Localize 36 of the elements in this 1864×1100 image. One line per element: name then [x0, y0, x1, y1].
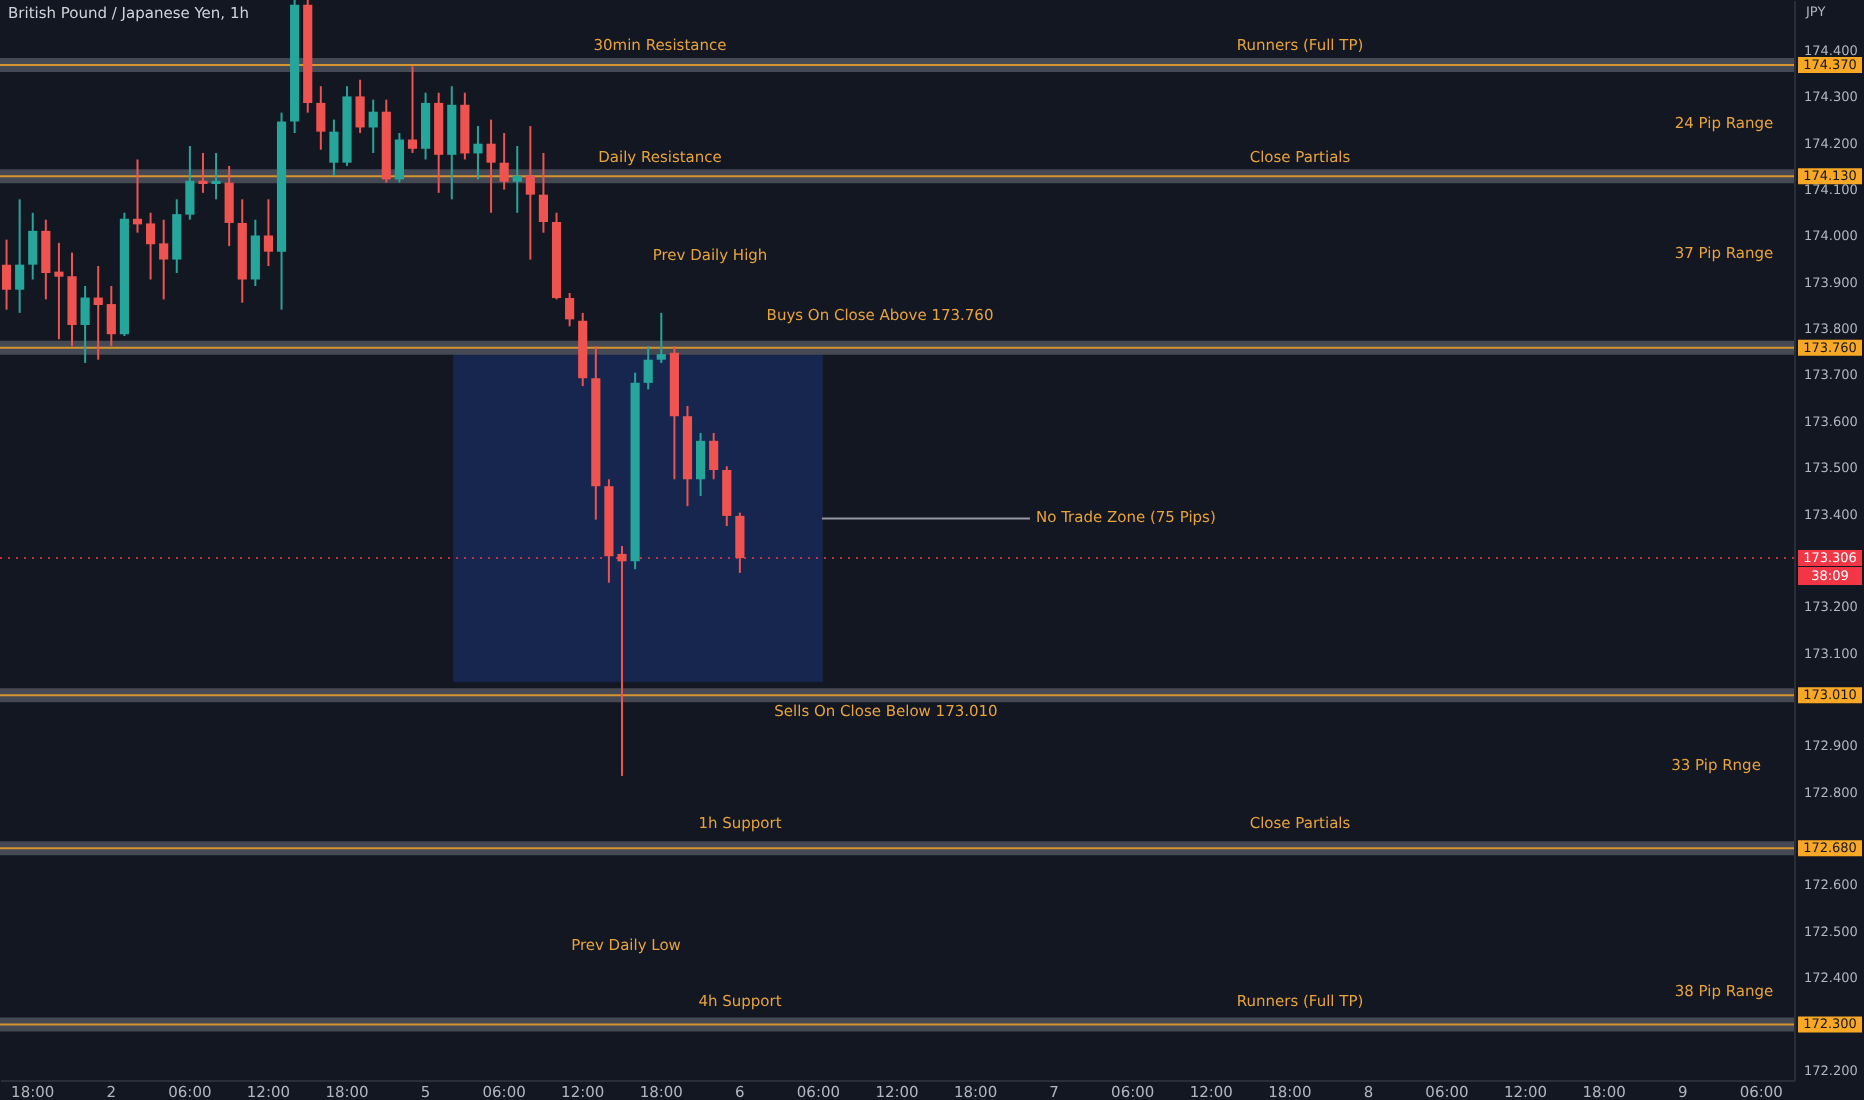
candlestick — [41, 218, 51, 301]
candlestick — [224, 164, 234, 248]
candlestick — [512, 145, 522, 214]
candlestick — [407, 65, 418, 154]
candlestick — [355, 78, 365, 135]
candlestick — [146, 211, 156, 281]
candlestick — [565, 291, 575, 328]
candlestick — [525, 125, 535, 261]
candlestick — [656, 311, 666, 364]
candlestick — [394, 132, 404, 184]
candlestick — [486, 118, 496, 214]
candlestick — [473, 125, 483, 181]
candlestick — [172, 198, 182, 275]
candlestick — [421, 91, 431, 161]
candlestick — [538, 151, 549, 234]
candlestick — [735, 511, 745, 574]
candlestick — [250, 218, 260, 287]
candlestick — [709, 431, 719, 481]
candlestick — [106, 284, 116, 348]
candlestick — [80, 284, 90, 364]
candlestick — [185, 145, 195, 221]
candlestick — [198, 151, 208, 194]
candlestick — [28, 211, 38, 281]
candlestick — [368, 98, 378, 154]
candlestick — [695, 431, 706, 497]
candlestick — [722, 465, 732, 528]
candlestick — [15, 198, 25, 314]
candlestick — [159, 218, 169, 301]
candlestick — [643, 345, 653, 391]
candlestick — [1, 238, 12, 311]
candlestick — [263, 198, 274, 268]
candlestick — [211, 151, 221, 201]
candlestick — [93, 265, 103, 361]
candlestick — [499, 132, 509, 191]
candlestick — [316, 85, 326, 151]
candlestick — [617, 545, 627, 777]
